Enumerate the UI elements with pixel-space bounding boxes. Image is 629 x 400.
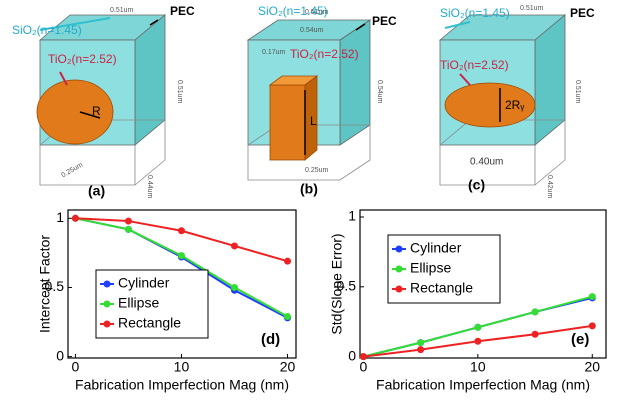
panel-label: (c): [468, 177, 485, 193]
data-point: [231, 284, 238, 291]
legend-label: Cylinder: [410, 240, 462, 256]
label: TiO₂(n=2.52): [440, 58, 509, 72]
legend-label: Rectangle: [118, 315, 181, 331]
data-point: [72, 215, 79, 222]
data-point: [474, 338, 481, 345]
panel-label: (e): [571, 331, 589, 348]
label: 0.44um: [146, 175, 153, 199]
data-point: [532, 308, 539, 315]
label: 0.17um: [262, 49, 286, 56]
legend-label: Rectangle: [410, 280, 473, 296]
label: 0.40um: [470, 157, 503, 168]
legend-label: Ellipse: [118, 295, 159, 311]
x-tick-label: 0: [360, 359, 368, 375]
label: L: [310, 114, 317, 128]
data-point: [417, 339, 424, 346]
data-point: [125, 226, 132, 233]
label: TiO₂(n=2.52): [48, 52, 117, 66]
data-point: [284, 258, 291, 265]
label: 0.51um: [574, 80, 581, 104]
label: 2Rᵧ: [505, 98, 524, 112]
panel-label: (d): [261, 331, 280, 348]
y-tick-label: 1: [348, 208, 356, 224]
label: 0.51um: [176, 80, 183, 104]
legend-label: Cylinder: [118, 275, 170, 291]
legend-marker: [396, 286, 403, 293]
legend-marker: [396, 266, 403, 273]
label: 0.25um: [305, 167, 329, 174]
data-point: [589, 322, 596, 329]
x-tick-label: 10: [470, 359, 486, 375]
x-axis-label: Fabrication Imperfection Mag (nm): [75, 377, 289, 393]
x-tick-label: 10: [174, 359, 190, 375]
label: SiO₂(n=1.45): [12, 23, 82, 37]
legend-marker: [104, 281, 111, 288]
panel-label: (a): [88, 183, 105, 199]
data-point: [532, 331, 539, 338]
data-point: [231, 242, 238, 249]
legend-marker: [396, 246, 403, 253]
label: 0.54um: [300, 27, 324, 34]
x-tick-label: 0: [72, 359, 80, 375]
diagram-b: [248, 20, 370, 180]
panel-label: (b): [300, 181, 318, 197]
y-axis-label: Intercept Factor: [37, 235, 53, 333]
label: PEC: [570, 6, 595, 20]
label: 0.51um: [110, 7, 134, 14]
label: PEC: [372, 14, 397, 28]
data-point: [589, 293, 596, 300]
y-tick-label: 1: [56, 209, 64, 225]
diagram-a: [37, 15, 165, 185]
data-point: [284, 313, 291, 320]
y-tick-label: 0: [348, 347, 356, 363]
label: 0.51um: [305, 9, 329, 16]
data-point: [178, 252, 185, 259]
label: R: [92, 104, 101, 118]
y-axis-label: Std(Slope Error): [329, 233, 345, 334]
figure: SiO₂(n=1.45) PEC TiO₂(n=2.52) R 0.51um 0…: [0, 0, 629, 400]
label: 0.51um: [520, 5, 544, 12]
x-axis-label: Fabrication Imperfection Mag (nm): [376, 377, 590, 393]
data-point: [125, 218, 132, 225]
label: 0.54um: [376, 80, 383, 104]
x-tick-label: 20: [584, 359, 600, 375]
legend-marker: [104, 301, 111, 308]
data-point: [474, 324, 481, 331]
data-point: [178, 227, 185, 234]
data-point: [360, 353, 367, 360]
label: 0.25um: [60, 162, 84, 180]
label: TiO₂(n=2.52): [290, 47, 359, 61]
label: SiO₂(n=1.45): [440, 6, 510, 20]
label: 0.42um: [546, 175, 553, 199]
y-tick-label: 0: [56, 347, 64, 363]
label: PEC: [170, 4, 195, 18]
legend-marker: [104, 321, 111, 328]
x-tick-label: 20: [280, 359, 296, 375]
data-point: [417, 346, 424, 353]
legend-label: Ellipse: [410, 260, 451, 276]
